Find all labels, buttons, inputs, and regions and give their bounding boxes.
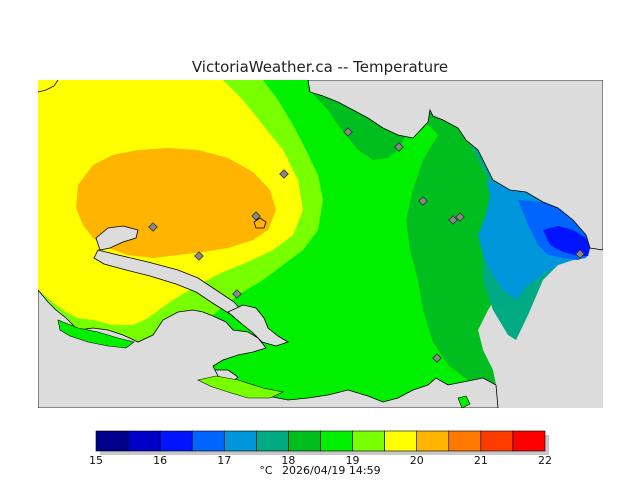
colorbar-cell (416, 430, 450, 452)
colorbar-cell (223, 430, 257, 452)
esquimalt-harbour (95, 225, 139, 251)
station-marker[interactable] (448, 215, 458, 225)
colorbar-tick-label: 21 (474, 454, 488, 467)
station-marker[interactable] (432, 353, 442, 363)
colorbar-cell (159, 430, 193, 452)
colorbar-tick-label: 18 (281, 454, 295, 467)
colorbar-tick-label: 22 (538, 454, 552, 467)
station-marker[interactable] (148, 222, 158, 232)
south-peninsula (197, 375, 284, 399)
colorbar-tick-label: 16 (153, 454, 167, 467)
station-marker[interactable] (194, 251, 204, 261)
gonzales-hill-contour (253, 217, 267, 229)
station-marker[interactable] (394, 142, 404, 152)
colorbar-tick-label: 17 (217, 454, 231, 467)
colorbar-cell (288, 430, 321, 452)
unit-label: °C (259, 464, 273, 477)
colorbar-ticks: 15 16 17 18 19 20 21 22 (89, 454, 552, 467)
colorbar-tick-label: 19 (346, 454, 360, 467)
station-marker[interactable] (455, 212, 465, 222)
colorbar-cell (95, 430, 129, 452)
victoria-inner-harbour (227, 304, 289, 347)
colorbar-cell (191, 430, 225, 452)
colorbar-cell (512, 430, 546, 452)
southern-water (38, 289, 499, 408)
colorbar-cell (448, 430, 482, 452)
colorbar-cell (320, 430, 353, 452)
temperature-colorbar: 15 16 17 18 19 20 21 22 (89, 430, 552, 467)
colorbar-cell (480, 430, 514, 452)
map-footer: °C 2026/04/19 14:59 (0, 464, 640, 477)
station-marker[interactable] (418, 196, 428, 206)
colorbar-cell (384, 430, 418, 452)
band-below-15 (543, 226, 590, 256)
south-island-block (57, 319, 135, 349)
station-marker[interactable] (343, 127, 353, 137)
colorbar-tick-label: 15 (89, 454, 103, 467)
colorbar-tick-label: 20 (410, 454, 424, 467)
station-marker[interactable] (575, 249, 585, 259)
timestamp: 2026/04/19 14:59 (282, 464, 381, 477)
station-marker[interactable] (279, 169, 289, 179)
strait-water (307, 80, 603, 251)
colorbar-cell (256, 430, 289, 452)
colorbar-cell (352, 430, 385, 452)
temperature-map (38, 80, 603, 408)
station-marker[interactable] (232, 289, 242, 299)
nw-contour (38, 80, 59, 93)
band-18-19 (308, 80, 590, 385)
colorbar-cells (95, 430, 549, 455)
station-markers (148, 127, 585, 363)
map-title: VictoriaWeather.ca -- Temperature (191, 58, 449, 76)
colorbar-cell (127, 430, 161, 452)
band-16-17 (478, 180, 590, 300)
station-marker[interactable] (251, 211, 261, 221)
lighthouse-islet (457, 395, 471, 408)
